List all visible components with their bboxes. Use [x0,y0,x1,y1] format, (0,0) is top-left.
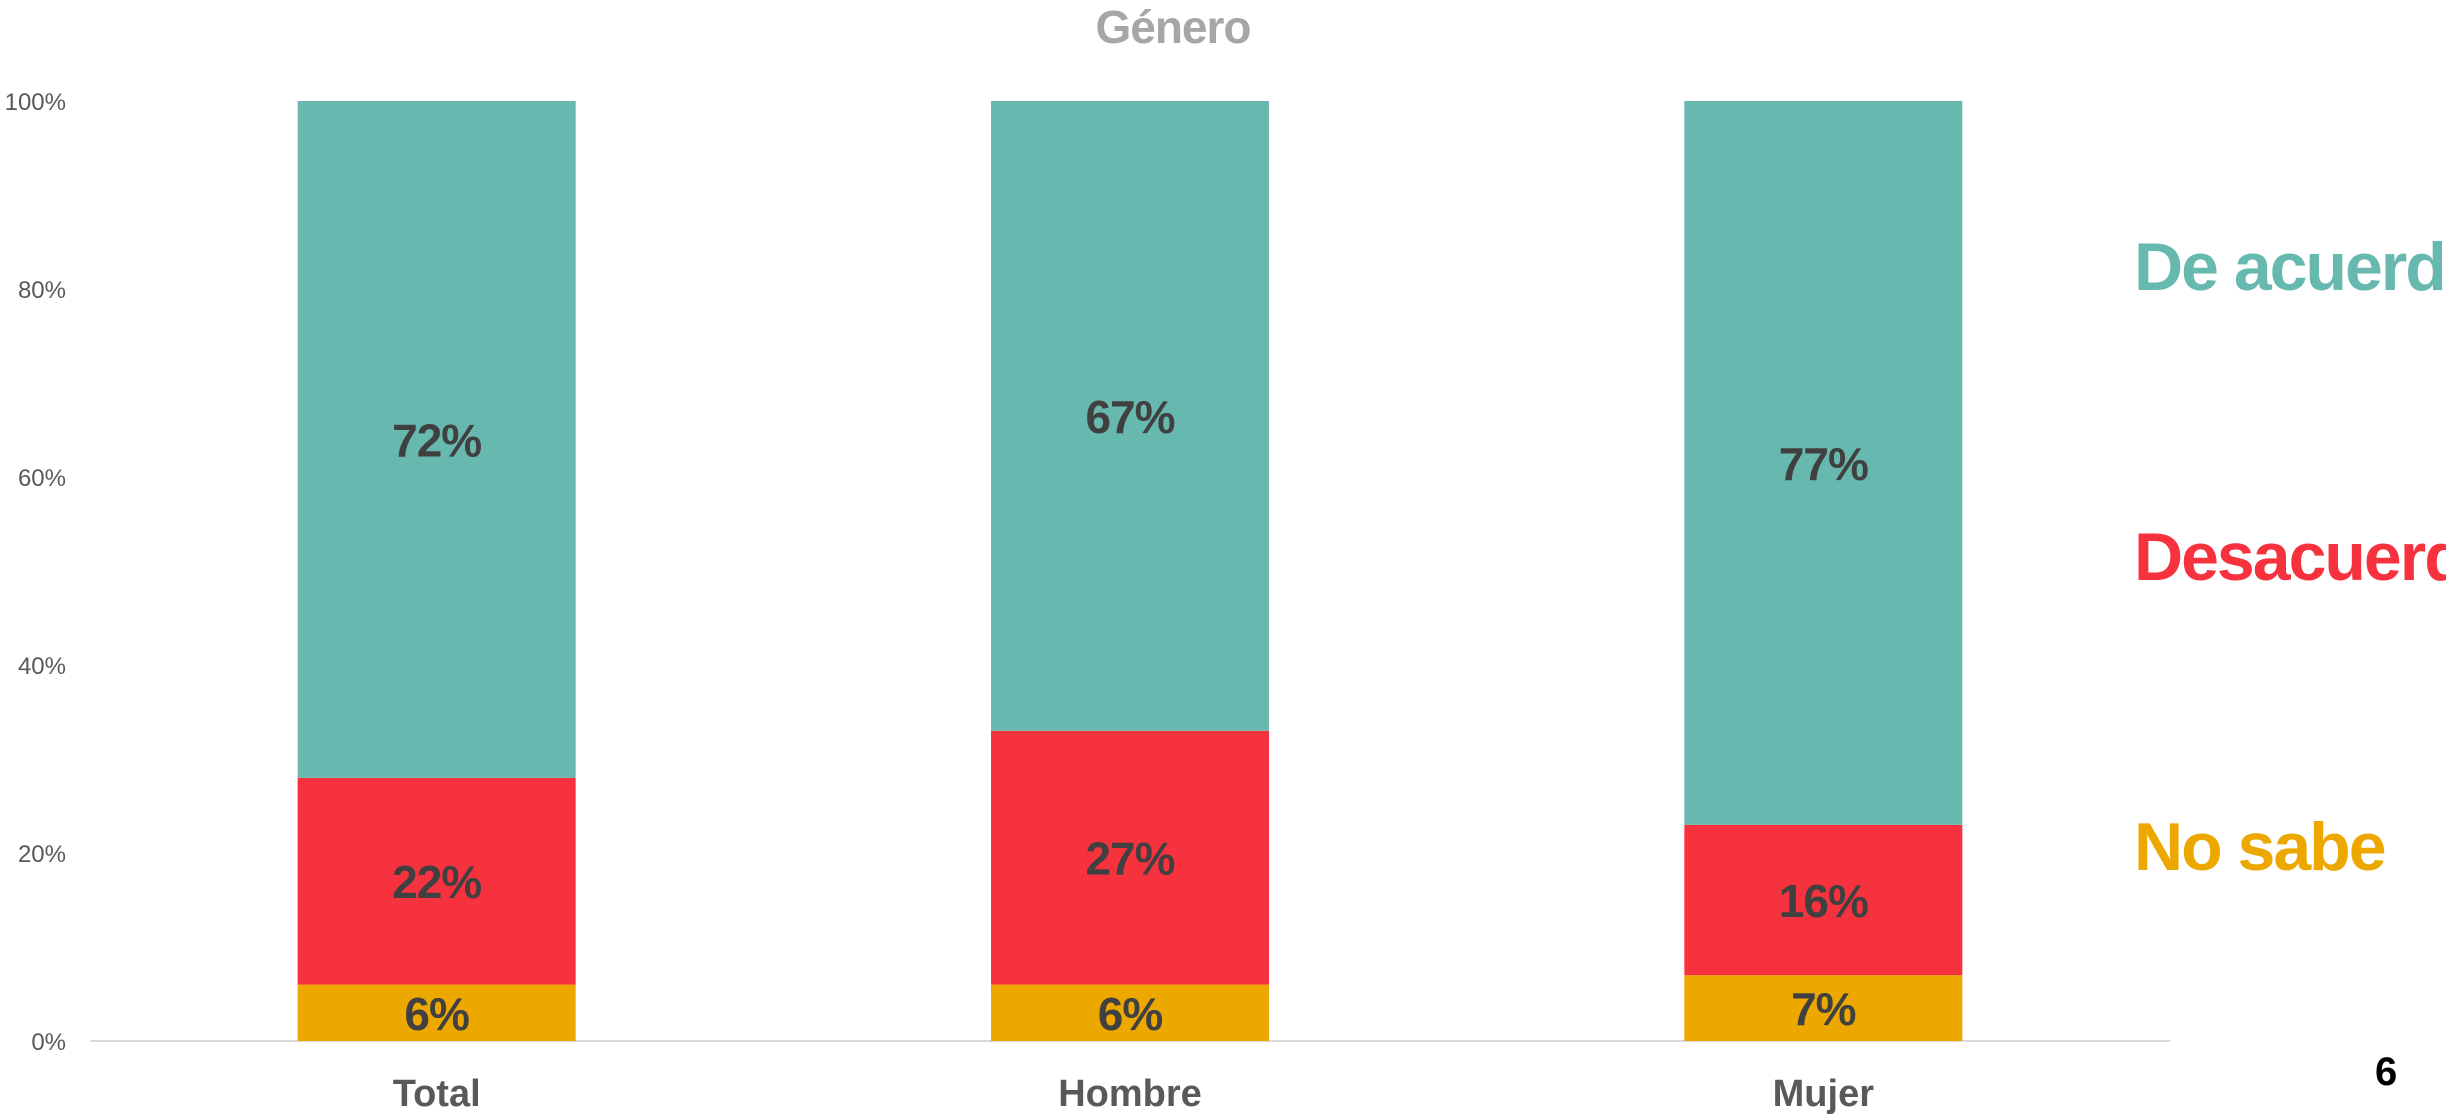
y-tick-label: 20% [18,841,66,868]
bar-segment [991,101,1269,731]
data-label: 7% [1791,983,1856,1035]
legend-desacuerdo: Desacuerdo [2134,519,2446,595]
data-label: 16% [1779,875,1868,927]
y-tick-label: 0% [31,1029,66,1056]
y-tick-label: 80% [18,277,66,304]
x-category-label: Hombre [1058,1073,1202,1115]
legend-de-acuerdo: De acuerdo [2134,229,2446,305]
x-category-label: Mujer [1773,1073,1875,1115]
x-category-label: Total [393,1073,481,1115]
bar-segment [991,984,1269,1041]
bar-segment [297,984,576,1041]
data-label: 6% [1098,988,1163,1040]
bar-segment [1684,975,1963,1041]
chart-title: Género [1095,1,1251,53]
page-number: 6 [2375,1050,2398,1094]
data-label: 77% [1779,438,1868,490]
y-tick-label: 60% [18,465,66,492]
data-label: 67% [1085,391,1174,443]
data-label: 27% [1085,833,1174,885]
data-label: 6% [404,988,469,1040]
bar-segment [297,101,576,778]
bar-segment [1684,824,1963,976]
data-label: 72% [392,414,481,466]
bar-segment [297,777,576,985]
data-label: 22% [392,856,481,908]
y-tick-label: 100% [5,89,66,116]
bar-segment [1684,101,1963,825]
legend-no-sabe: No sabe [2134,809,2387,885]
y-tick-label: 40% [18,653,66,680]
bar-segment [991,730,1269,985]
